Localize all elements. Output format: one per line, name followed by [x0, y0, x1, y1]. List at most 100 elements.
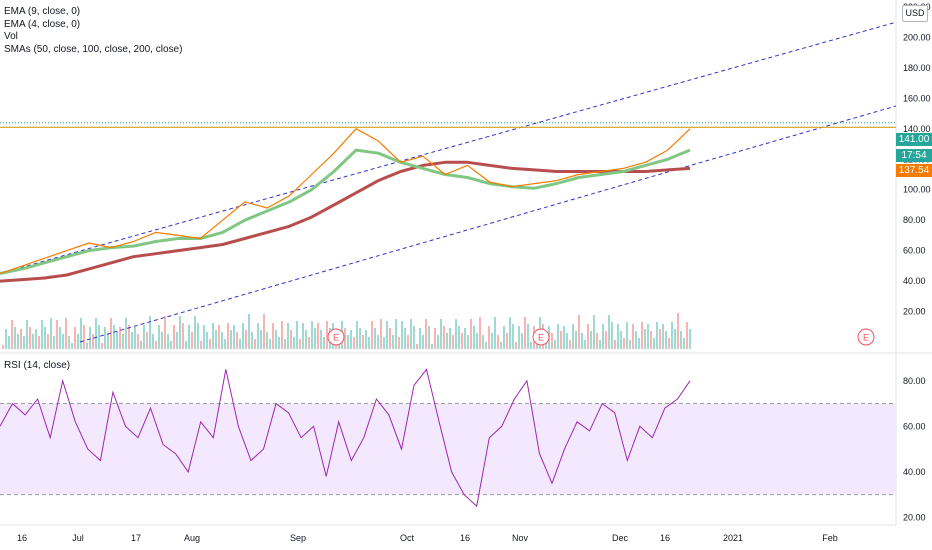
volume-bar	[662, 324, 664, 349]
volume-bar	[575, 331, 577, 349]
volume-bar	[251, 332, 253, 349]
indicator-legend: EMA (9, close, 0) EMA (4, close, 0) Vol …	[4, 6, 182, 56]
volume-bar	[44, 327, 46, 349]
volume-bar	[305, 330, 307, 349]
volume-bar	[647, 324, 649, 349]
time-tick-label: 16	[660, 533, 670, 543]
volume-bar	[191, 332, 193, 349]
legend-ema4[interactable]: EMA (4, close, 0)	[4, 18, 81, 30]
volume-bar	[674, 329, 676, 349]
volume-bar	[473, 326, 475, 349]
volume-bar	[362, 335, 364, 349]
volume-bar	[515, 342, 517, 349]
volume-bar	[368, 337, 370, 349]
time-tick-label: Dec	[612, 533, 629, 543]
volume-bar	[326, 321, 328, 349]
volume-bar	[689, 329, 691, 349]
volume-bar	[641, 322, 643, 349]
volume-bar	[644, 329, 646, 349]
volume-bar	[59, 327, 61, 349]
volume-bar	[200, 341, 202, 349]
volume-bar	[125, 318, 127, 349]
rsi-axis[interactable]: 20.00 40.00 60.00 80.00	[903, 376, 926, 523]
volume-bar	[185, 341, 187, 349]
resistance-lines[interactable]	[0, 122, 896, 128]
volume-bar	[164, 316, 166, 349]
volume-bar	[437, 335, 439, 349]
volume-bar	[416, 344, 418, 349]
resistance-price-tag: 141.00	[896, 133, 932, 146]
currency-button[interactable]: USD	[902, 5, 928, 22]
time-axis[interactable]: 16 Jul 17 Aug Sep Oct 16 Nov Dec 16 2021 Feb	[17, 533, 838, 543]
volume-bar	[209, 339, 211, 349]
volume-bar	[287, 323, 289, 349]
volume-bar	[392, 335, 394, 349]
volume-bar	[608, 315, 610, 349]
legend-rsi[interactable]: RSI (14, close)	[4, 360, 71, 371]
volume-bar	[365, 330, 367, 349]
volume-bar	[383, 337, 385, 349]
volume-bar	[443, 326, 445, 349]
volume-bar	[296, 321, 298, 349]
volume-bar	[479, 317, 481, 349]
volume-bar	[245, 330, 247, 349]
legend-vol[interactable]: Vol	[4, 31, 18, 42]
volume-bar	[665, 331, 667, 349]
volume-bar	[668, 338, 670, 349]
channel-upper-line[interactable]	[0, 21, 897, 274]
earnings-marker[interactable]	[327, 328, 345, 346]
volume-bar	[557, 324, 559, 349]
volume-bar	[197, 323, 199, 349]
volume-bar	[101, 343, 103, 349]
volume-bar	[356, 321, 358, 349]
volume-bar	[311, 321, 313, 349]
price-tick-label: 100.00	[903, 185, 931, 195]
volume-bar	[68, 336, 70, 349]
earnings-marker[interactable]	[857, 328, 875, 346]
legend-smas[interactable]: SMAs (50, close, 100, close, 200, close)	[4, 43, 183, 55]
price-tick-label: 20.00	[903, 307, 926, 317]
volume-bar	[29, 327, 31, 349]
volume-bar	[458, 326, 460, 349]
volume-bar	[131, 332, 133, 349]
volume-bar	[77, 334, 79, 349]
channel-lower-line[interactable]	[79, 105, 897, 343]
volume-bar	[563, 326, 565, 349]
volume-bar	[104, 327, 106, 349]
volume-bar	[248, 314, 250, 349]
earnings-label: E	[863, 333, 869, 343]
volume-bar	[374, 328, 376, 349]
earnings-marker[interactable]	[532, 328, 550, 346]
rsi-band	[0, 403, 896, 495]
volume-bar	[56, 320, 58, 349]
volume-bar	[671, 322, 673, 349]
trend-channel[interactable]	[0, 21, 897, 343]
volume-bar	[494, 317, 496, 349]
volume-bar	[584, 340, 586, 349]
volume-bar	[683, 338, 685, 349]
volume-bar	[359, 328, 361, 349]
volume-bar	[38, 336, 40, 349]
volume-bar	[638, 338, 640, 349]
volume-bar	[161, 332, 163, 349]
volume-bar	[116, 332, 118, 349]
volume-bar	[194, 316, 196, 349]
volume-bar	[140, 341, 142, 349]
volume-bar	[275, 330, 277, 349]
volume-bar	[425, 319, 427, 349]
volume-bar	[578, 315, 580, 349]
volume-bar	[236, 332, 238, 349]
volume-bar	[626, 322, 628, 349]
price-tick-label: 200.00	[903, 32, 931, 42]
volume-bar	[428, 326, 430, 349]
volume-bar	[257, 323, 259, 349]
volume-bar	[686, 322, 688, 349]
volume-bar	[242, 323, 244, 349]
volume-bar	[26, 320, 28, 349]
volume-bar	[467, 335, 469, 349]
volume-bar	[344, 328, 346, 349]
legend-ema9[interactable]: EMA (9, close, 0)	[4, 6, 81, 17]
volume-bar	[170, 341, 172, 349]
